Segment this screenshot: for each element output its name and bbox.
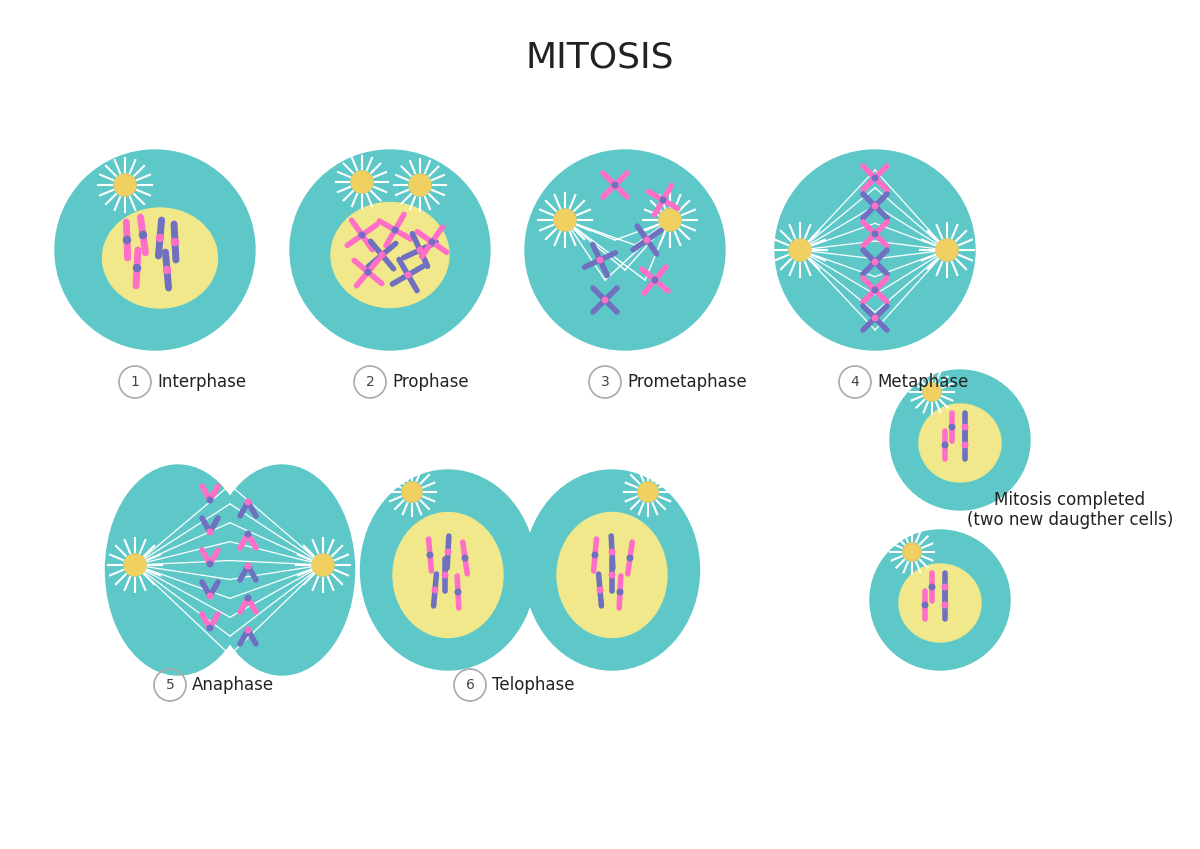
Circle shape [872,231,878,237]
Circle shape [942,442,948,447]
Circle shape [526,150,725,350]
Circle shape [462,555,468,561]
Circle shape [430,239,434,245]
Circle shape [942,584,948,590]
Circle shape [923,602,928,608]
Circle shape [442,572,448,578]
Circle shape [942,602,948,608]
Circle shape [890,370,1030,510]
Circle shape [432,588,438,593]
Circle shape [949,424,955,430]
Circle shape [163,267,170,273]
Text: 2: 2 [366,375,374,389]
Circle shape [602,297,607,303]
Text: MITOSIS: MITOSIS [526,40,674,74]
Circle shape [359,232,365,238]
Circle shape [617,589,623,595]
Circle shape [872,175,878,181]
Text: 5: 5 [166,678,174,692]
Circle shape [427,552,433,558]
Ellipse shape [394,513,503,638]
Circle shape [245,563,251,569]
Text: Prometaphase: Prometaphase [628,373,746,391]
Circle shape [593,552,598,558]
Circle shape [124,554,146,576]
Text: 6: 6 [466,678,474,692]
Circle shape [929,584,935,590]
Circle shape [872,203,878,209]
Circle shape [406,273,410,278]
Ellipse shape [360,470,535,670]
Circle shape [208,529,212,535]
Circle shape [870,530,1010,670]
Circle shape [790,239,811,261]
Circle shape [312,554,334,576]
Circle shape [610,572,614,578]
Circle shape [290,150,490,350]
Circle shape [872,259,878,265]
Text: 1: 1 [131,375,139,389]
Circle shape [245,531,251,537]
Circle shape [872,287,878,293]
Ellipse shape [899,564,982,642]
Ellipse shape [331,203,449,307]
Circle shape [409,174,431,196]
Circle shape [208,593,212,599]
Ellipse shape [524,470,700,670]
Circle shape [139,232,146,239]
Circle shape [775,150,974,350]
Circle shape [208,561,212,567]
Circle shape [612,183,618,188]
Circle shape [402,482,422,502]
Ellipse shape [210,465,354,675]
Circle shape [598,257,602,263]
Circle shape [659,209,682,231]
Circle shape [628,555,632,561]
Circle shape [904,543,922,561]
Text: Metaphase: Metaphase [877,373,968,391]
Circle shape [114,174,136,196]
Ellipse shape [102,208,217,308]
Circle shape [936,239,958,261]
Text: Mitosis completed
(two new daugther cells): Mitosis completed (two new daugther cell… [967,491,1174,530]
Text: 3: 3 [601,375,610,389]
Circle shape [156,234,163,241]
Circle shape [638,482,658,502]
Circle shape [653,278,658,283]
Text: 4: 4 [851,375,859,389]
Circle shape [208,625,212,631]
Circle shape [352,171,373,193]
Circle shape [245,499,251,505]
Ellipse shape [557,513,667,638]
Circle shape [365,269,371,275]
Text: Prophase: Prophase [392,373,469,391]
Ellipse shape [919,404,1001,482]
Circle shape [962,424,967,430]
Ellipse shape [106,465,251,675]
Circle shape [554,209,576,231]
Circle shape [133,265,140,272]
Circle shape [172,239,179,245]
Text: Anaphase: Anaphase [192,676,274,694]
Circle shape [245,627,251,633]
Circle shape [644,237,650,243]
Circle shape [923,383,941,401]
Text: Interphase: Interphase [157,373,246,391]
Circle shape [610,549,614,554]
Circle shape [392,228,398,233]
Circle shape [379,252,385,258]
Circle shape [418,247,422,253]
Circle shape [598,588,602,593]
Circle shape [208,498,212,503]
Circle shape [872,315,878,321]
Circle shape [245,595,251,601]
Circle shape [660,197,666,203]
Text: Telophase: Telophase [492,676,575,694]
Circle shape [455,589,461,595]
Circle shape [124,237,131,244]
Circle shape [55,150,256,350]
Circle shape [445,549,451,554]
Circle shape [962,442,967,447]
